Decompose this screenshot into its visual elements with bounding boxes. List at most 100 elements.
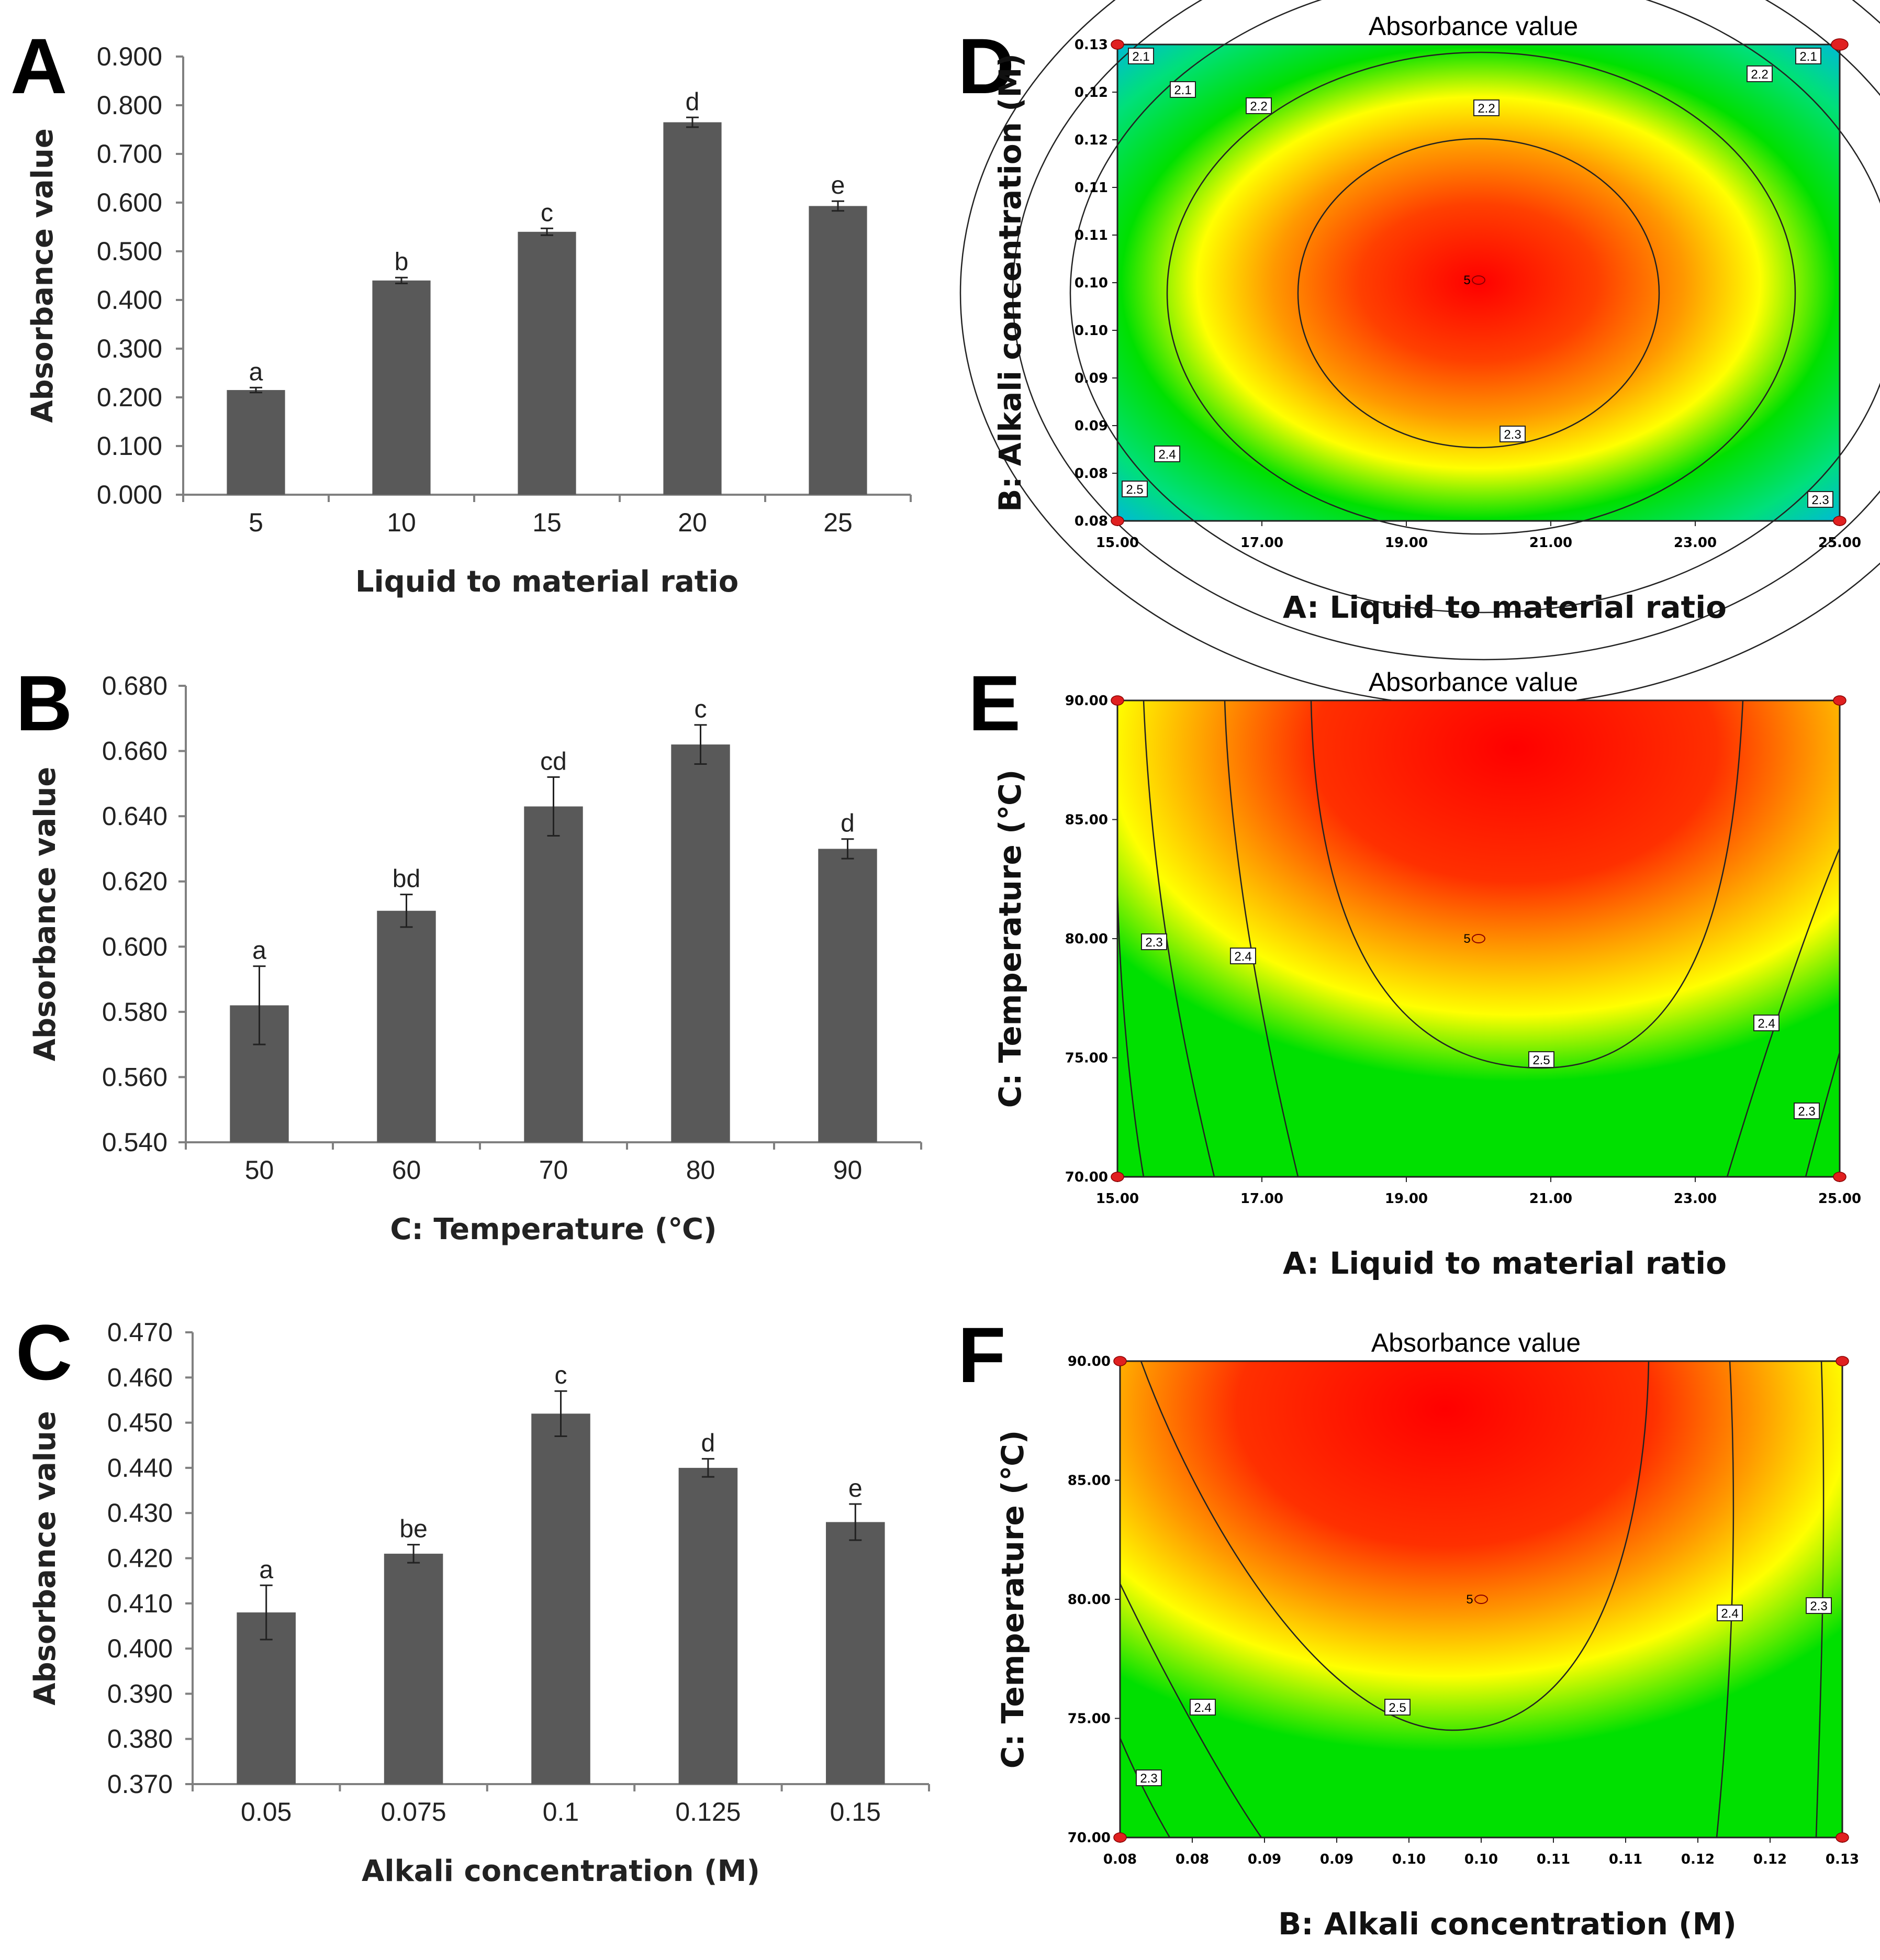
design-point [1833, 516, 1847, 526]
contour-label: 2.4 [1758, 1017, 1775, 1031]
y-axis-title: Absorbance value [28, 767, 62, 1062]
x-tick-label: 0.125 [675, 1797, 741, 1827]
significance-letter: d [701, 1430, 715, 1457]
contour-label-box [1806, 1597, 1832, 1614]
x-tick-label: 17.00 [1240, 1191, 1283, 1207]
y-tick-label: 0.13 [1075, 37, 1108, 53]
x-tick-label: 0.08 [1176, 1852, 1209, 1867]
contour-2-2-d [1012, 0, 1880, 661]
x-tick-label: 0.11 [1537, 1852, 1570, 1867]
contour-label-box [1384, 1699, 1411, 1716]
y-tick-label: 0.420 [107, 1544, 173, 1573]
y-axis-title: B: Alkali concentration (M) [992, 53, 1028, 512]
y-tick-label: 0.540 [102, 1128, 167, 1157]
contour-label: 2.5 [1126, 483, 1143, 497]
x-tick-label: 25.00 [1818, 535, 1861, 551]
contour-label-box [1807, 491, 1833, 508]
y-tick-label: 0.390 [107, 1679, 173, 1708]
contour-2-5-d [1297, 138, 1660, 449]
x-tick-label: 17.00 [1240, 535, 1283, 551]
y-tick-label: 0.300 [97, 334, 162, 363]
significance-letter: c [541, 199, 553, 227]
contour-label: 2.1 [1132, 50, 1149, 64]
significance-letter: be [399, 1516, 427, 1543]
x-tick-label: 5 [249, 508, 263, 537]
y-tick-label: 0.100 [97, 431, 162, 461]
y-tick-label: 70.00 [1068, 1830, 1111, 1846]
y-tick-label: 0.660 [102, 737, 167, 766]
y-tick-label: 0.11 [1075, 180, 1108, 196]
y-tick-label: 0.400 [107, 1634, 173, 1663]
y-tick-label: 0.10 [1075, 275, 1108, 291]
bar-15 [518, 231, 576, 495]
contour-panel-f-annotations: Absorbance value 0.08 0.08 0.09 0.09 0.10 0.10… [995, 1328, 1859, 1942]
design-point [1833, 1172, 1847, 1182]
plot-title: Absorbance value [1369, 667, 1578, 697]
x-tick-label: 15.00 [1096, 535, 1139, 551]
bar-0.05 [237, 1612, 296, 1784]
contour-label: 2.3 [1140, 1772, 1157, 1786]
y-tick-label: 0.700 [97, 139, 162, 169]
contour-label-box [1230, 948, 1256, 964]
x-axis-title: A: Liquid to material ratio [1283, 1245, 1727, 1281]
y-tick-label: 75.00 [1068, 1711, 1111, 1727]
x-tick-label: 0.12 [1681, 1852, 1715, 1867]
contour-label-box [1753, 1015, 1780, 1031]
y-tick-label: 0.800 [97, 91, 162, 120]
y-tick-label: 0.600 [97, 188, 162, 217]
bar-0.1 [531, 1413, 590, 1784]
significance-letter: a [259, 1556, 273, 1584]
y-tick-label: 0.12 [1075, 132, 1108, 148]
significance-letter: c [555, 1362, 567, 1389]
contour-label: 2.4 [1194, 1701, 1211, 1715]
x-axis-title: A: Liquid to material ratio [1283, 589, 1727, 625]
panel-letter-e: E [968, 659, 1021, 747]
contour-label-box [1499, 426, 1526, 442]
x-tick-label: 90 [833, 1155, 863, 1185]
contour-2-5-f [1140, 1361, 1650, 1731]
design-point [1113, 1832, 1127, 1843]
x-tick-label: 15 [532, 508, 562, 537]
y-tick-label: 0.470 [107, 1318, 173, 1347]
y-tick-label: 70.00 [1065, 1170, 1108, 1185]
y-axis-title: Absorbance value [26, 128, 60, 423]
x-tick-label: 0.05 [241, 1797, 292, 1827]
panel-letter-c: C [16, 1308, 72, 1396]
contour-label-box [1136, 1769, 1162, 1786]
y-axis-title: Absorbance value [28, 1411, 62, 1706]
x-tick-label: 19.00 [1385, 535, 1428, 551]
significance-letter: bd [393, 865, 420, 893]
y-tick-label: 0.460 [107, 1363, 173, 1392]
y-tick-label: 75.00 [1065, 1051, 1108, 1066]
plot-title: Absorbance value [1371, 1328, 1581, 1357]
contour-label-box [1747, 65, 1773, 82]
contour-label-box [1717, 1605, 1743, 1621]
x-tick-label: 0.12 [1753, 1852, 1787, 1867]
x-tick-label: 80 [686, 1155, 715, 1185]
x-axis-title: B: Alkali concentration (M) [1278, 1906, 1737, 1942]
heat-background-d [1117, 44, 1840, 521]
center-point [1472, 275, 1485, 285]
x-tick-label: 23.00 [1674, 1191, 1717, 1207]
y-tick-label: 0.08 [1075, 466, 1108, 482]
center-point [1474, 1595, 1488, 1604]
x-tick-label: 10 [387, 508, 416, 537]
y-tick-label: 0.000 [97, 480, 162, 509]
design-point [1836, 1832, 1849, 1843]
x-tick-label: 0.10 [1464, 1852, 1498, 1867]
x-tick-label: 0.09 [1320, 1852, 1353, 1867]
contour-label: 2.4 [1234, 950, 1251, 964]
bar-20 [663, 122, 722, 495]
bar-90 [818, 849, 877, 1142]
contour-label-box [1246, 97, 1272, 114]
x-tick-label: 23.00 [1674, 535, 1717, 551]
center-point-label: 5 [1463, 273, 1470, 287]
design-point [1836, 1356, 1849, 1366]
y-tick-label: 0.200 [97, 383, 162, 412]
contour-2-3-d [1069, 0, 1880, 614]
contour-label-box [1154, 446, 1180, 462]
x-tick-label: 0.11 [1609, 1852, 1642, 1867]
design-point [1833, 695, 1847, 706]
y-tick-label: 0.580 [102, 997, 167, 1027]
